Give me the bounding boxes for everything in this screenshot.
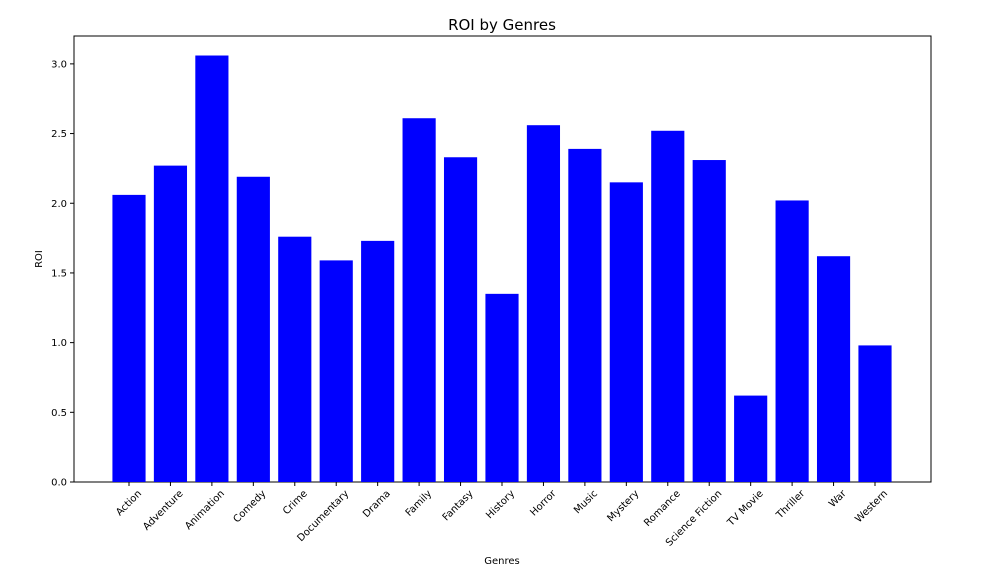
bar-comedy <box>236 176 270 483</box>
x-tick-label: Fantasy <box>441 488 476 523</box>
bar-family <box>402 118 436 482</box>
x-tick-label: History <box>484 488 517 521</box>
x-tick-label: Animation <box>183 488 227 532</box>
bars <box>112 55 892 483</box>
bar-documentary <box>319 260 353 482</box>
x-axis-label: Genres <box>484 556 520 567</box>
x-tick-label: Thriller <box>774 488 808 522</box>
bar-fantasy <box>443 157 478 482</box>
y-tick-label: 3.0 <box>51 59 67 70</box>
bar-adventure <box>153 165 188 482</box>
bar-thriller <box>775 200 809 482</box>
x-tick-label: Adventure <box>141 488 185 532</box>
y-axis: 0.0 0.5 1.0 1.5 2.0 2.5 3.0 <box>51 59 74 489</box>
x-tick-label: Action <box>114 488 144 518</box>
x-tick-label: Family <box>404 488 435 519</box>
bar-romance <box>651 130 685 482</box>
y-tick-label: 1.0 <box>51 338 67 349</box>
bar-mystery <box>609 182 643 482</box>
bar-music <box>568 148 602 483</box>
y-tick-label: 0.5 <box>51 408 67 419</box>
bar-horror <box>526 125 561 482</box>
y-tick-label: 2.5 <box>51 129 67 140</box>
x-tick-label: Comedy <box>231 488 268 525</box>
x-tick-label: Horror <box>528 488 559 519</box>
chart-title: ROI by Genres <box>448 16 556 34</box>
y-axis-label: ROI <box>34 250 45 268</box>
bar-action <box>112 194 146 482</box>
bar-crime <box>278 236 312 482</box>
x-tick-label: TV Movie <box>725 488 766 529</box>
bar-drama <box>361 240 395 482</box>
x-tick-label: Music <box>572 488 600 516</box>
y-tick-label: 0.0 <box>51 478 67 489</box>
y-tick-label: 2.0 <box>51 199 67 210</box>
x-tick-label: War <box>827 488 849 510</box>
x-tick-label: Western <box>853 488 890 525</box>
bar-animation <box>195 55 229 482</box>
x-tick-label: Crime <box>281 488 310 517</box>
bar-tv-movie <box>734 395 768 482</box>
x-tick-label: Mystery <box>605 488 641 524</box>
bar-war <box>816 256 851 482</box>
x-tick-label: Drama <box>361 488 393 520</box>
bar-history <box>485 293 519 482</box>
x-tick-label: Romance <box>642 488 683 529</box>
bar-western <box>858 345 892 482</box>
bar-science-fiction <box>692 160 726 482</box>
y-tick-label: 1.5 <box>51 268 67 279</box>
